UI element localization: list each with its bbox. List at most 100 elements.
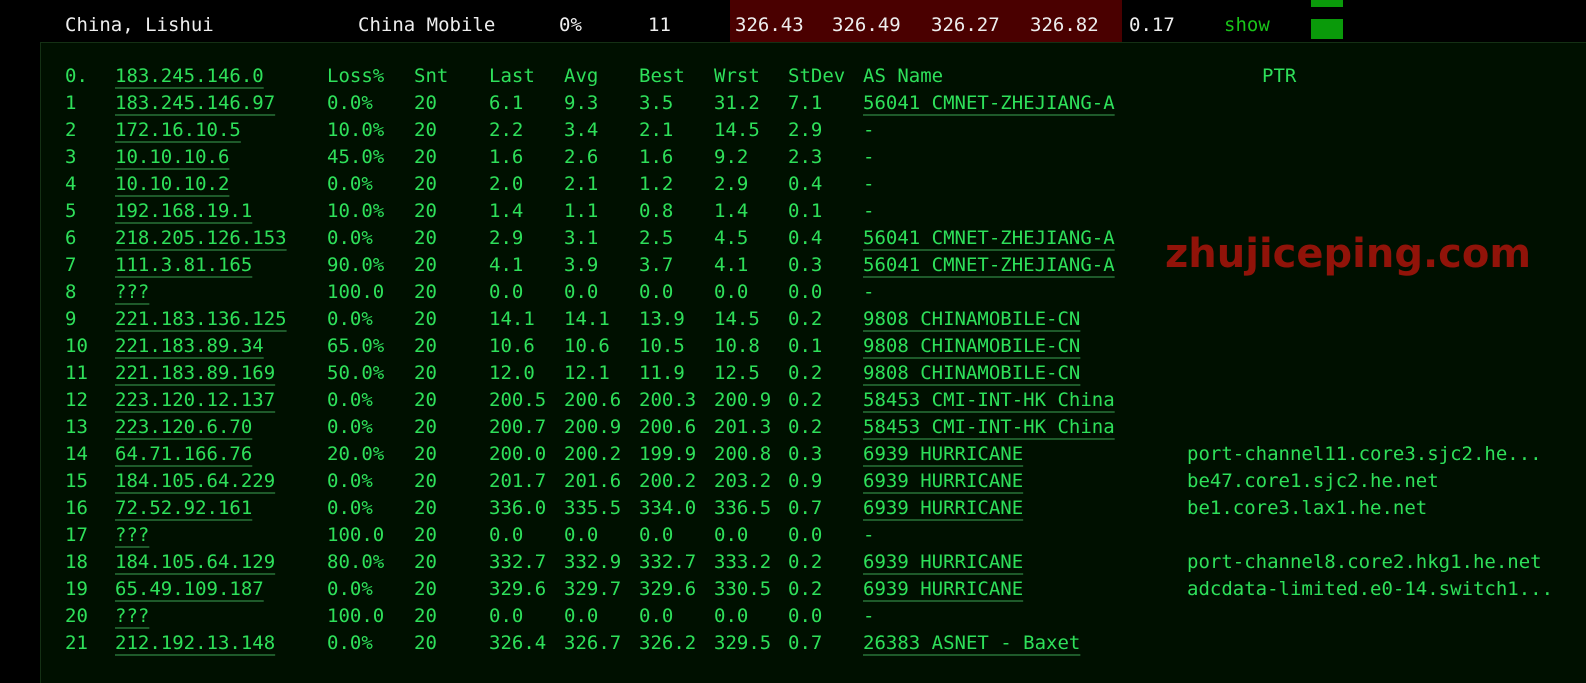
cell-sent: 20: [414, 632, 437, 654]
cell-hop: 19: [65, 578, 88, 600]
cell-worst: 330.5: [714, 578, 772, 600]
cell-loss: 0.0%: [327, 416, 373, 438]
cell-loss: 10.0%: [327, 200, 385, 222]
cell-host[interactable]: 221.183.89.169: [115, 362, 276, 384]
last: 326.43: [735, 14, 804, 36]
cell-as-name[interactable]: 6939 HURRICANE: [863, 551, 1024, 573]
cell-host[interactable]: ???: [115, 605, 150, 627]
header-host[interactable]: 183.245.146.0: [115, 65, 264, 87]
cell-host[interactable]: 212.192.13.148: [115, 632, 276, 654]
cell-best: 332.7: [639, 551, 697, 573]
cell-host[interactable]: 223.120.6.70: [115, 416, 253, 438]
cell-host[interactable]: 184.105.64.129: [115, 551, 276, 573]
cell-ptr: be47.core1.sjc2.he.net: [1187, 470, 1439, 492]
cell-loss: 10.0%: [327, 119, 385, 141]
cell-host[interactable]: 10.10.10.6: [115, 146, 230, 168]
show-link[interactable]: show: [1224, 14, 1270, 36]
table-row: 8??? 100.0 20 0.0 0.0 0.0 0.0 0.0 -: [0, 281, 1586, 308]
cell-as-name[interactable]: 56041 CMNET-ZHEJIANG-A: [863, 227, 1115, 249]
cell-best: 3.5: [639, 92, 674, 114]
cell-last: 200.7: [489, 416, 547, 438]
cell-loss: 100.0: [327, 524, 385, 546]
cell-hop: 12: [65, 389, 88, 411]
cell-as-name[interactable]: 58453 CMI-INT-HK China: [863, 389, 1115, 411]
cell-sent: 20: [414, 497, 437, 519]
cell-worst: 0.0: [714, 524, 749, 546]
table-row: 9 221.183.136.125 0.0% 20 14.1 14.1 13.9 14.5 0.…: [0, 308, 1586, 335]
cell-host[interactable]: ???: [115, 281, 150, 303]
cell-avg: 0.0: [564, 524, 599, 546]
cell-best: 1.6: [639, 146, 674, 168]
cell-sent: 20: [414, 200, 437, 222]
cell-avg: 329.7: [564, 578, 622, 600]
cell-hop: 6: [65, 227, 77, 249]
cell-as-name: -: [863, 605, 875, 627]
cell-loss: 0.0%: [327, 389, 373, 411]
cell-best: 200.6: [639, 416, 697, 438]
cell-stdev: 0.7: [788, 497, 823, 519]
cell-loss: 0.0%: [327, 308, 373, 330]
cell-as-name[interactable]: 9808 CHINAMOBILE-CN: [863, 308, 1081, 330]
cell-as-name[interactable]: 56041 CMNET-ZHEJIANG-A: [863, 92, 1115, 114]
cell-ptr: port-channel8.core2.hkg1.he.net: [1187, 551, 1542, 573]
cell-as-name[interactable]: 6939 HURRICANE: [863, 443, 1024, 465]
cell-host[interactable]: 221.183.89.34: [115, 335, 264, 357]
cell-best: 0.0: [639, 281, 674, 303]
cell-hop: 13: [65, 416, 88, 438]
cell-best: 329.6: [639, 578, 697, 600]
cell-host[interactable]: 223.120.12.137: [115, 389, 276, 411]
cell-as-name[interactable]: 9808 CHINAMOBILE-CN: [863, 362, 1081, 384]
cell-host[interactable]: ???: [115, 524, 150, 546]
table-row: 13 223.120.6.70 0.0% 20 200.7 200.9 200.6 201.3…: [0, 416, 1586, 443]
cell-host[interactable]: 64.71.166.76: [115, 443, 253, 465]
cell-host[interactable]: 218.205.126.153: [115, 227, 287, 249]
cell-worst: 203.2: [714, 470, 772, 492]
cell-loss: 100.0: [327, 281, 385, 303]
cell-host[interactable]: 111.3.81.165: [115, 254, 253, 276]
cell-as-name[interactable]: 6939 HURRICANE: [863, 497, 1024, 519]
cell-as-name[interactable]: 58453 CMI-INT-HK China: [863, 416, 1115, 438]
cell-as-name[interactable]: 26383 ASNET - Baxet: [863, 632, 1081, 654]
cell-best: 326.2: [639, 632, 697, 654]
cell-hop: 9: [65, 308, 77, 330]
cell-avg: 12.1: [564, 362, 610, 384]
cell-host[interactable]: 184.105.64.229: [115, 470, 276, 492]
cell-sent: 20: [414, 173, 437, 195]
cell-host[interactable]: 172.16.10.5: [115, 119, 241, 141]
cell-last: 0.0: [489, 281, 524, 303]
cell-last: 201.7: [489, 470, 547, 492]
cell-host[interactable]: 192.168.19.1: [115, 200, 253, 222]
cell-host[interactable]: 221.183.136.125: [115, 308, 287, 330]
status-indicator: [1311, 19, 1343, 39]
cell-hop: 21: [65, 632, 88, 654]
cell-as-name[interactable]: 6939 HURRICANE: [863, 470, 1024, 492]
cell-stdev: 0.2: [788, 578, 823, 600]
cell-worst: 0.0: [714, 281, 749, 303]
cell-last: 329.6: [489, 578, 547, 600]
cell-best: 1.2: [639, 173, 674, 195]
cell-sent: 20: [414, 578, 437, 600]
cell-as-name[interactable]: 6939 HURRICANE: [863, 578, 1024, 600]
cell-as-name[interactable]: 56041 CMNET-ZHEJIANG-A: [863, 254, 1115, 276]
header-stdev: StDev: [788, 65, 846, 87]
table-row: 19 65.49.109.187 0.0% 20 329.6 329.7 329.6 330.…: [0, 578, 1586, 605]
cell-stdev: 0.4: [788, 173, 823, 195]
cell-last: 2.2: [489, 119, 524, 141]
cell-hop: 14: [65, 443, 88, 465]
table-row: 16 72.52.92.161 0.0% 20 336.0 335.5 334.0 336.5…: [0, 497, 1586, 524]
cell-stdev: 0.3: [788, 443, 823, 465]
cell-host[interactable]: 72.52.92.161: [115, 497, 253, 519]
table-row: 12 223.120.12.137 0.0% 20 200.5 200.6 200.3 200…: [0, 389, 1586, 416]
cell-avg: 200.6: [564, 389, 622, 411]
cell-avg: 332.9: [564, 551, 622, 573]
cell-stdev: 0.3: [788, 254, 823, 276]
cell-loss: 0.0%: [327, 173, 373, 195]
table-row: 1 183.245.146.97 0.0% 20 6.1 9.3 3.5 31.2 7.1 560…: [0, 92, 1586, 119]
cell-sent: 20: [414, 470, 437, 492]
cell-loss: 0.0%: [327, 632, 373, 654]
cell-best: 3.7: [639, 254, 674, 276]
cell-host[interactable]: 10.10.10.2: [115, 173, 230, 195]
cell-as-name[interactable]: 9808 CHINAMOBILE-CN: [863, 335, 1081, 357]
cell-host[interactable]: 65.49.109.187: [115, 578, 264, 600]
cell-host[interactable]: 183.245.146.97: [115, 92, 276, 114]
